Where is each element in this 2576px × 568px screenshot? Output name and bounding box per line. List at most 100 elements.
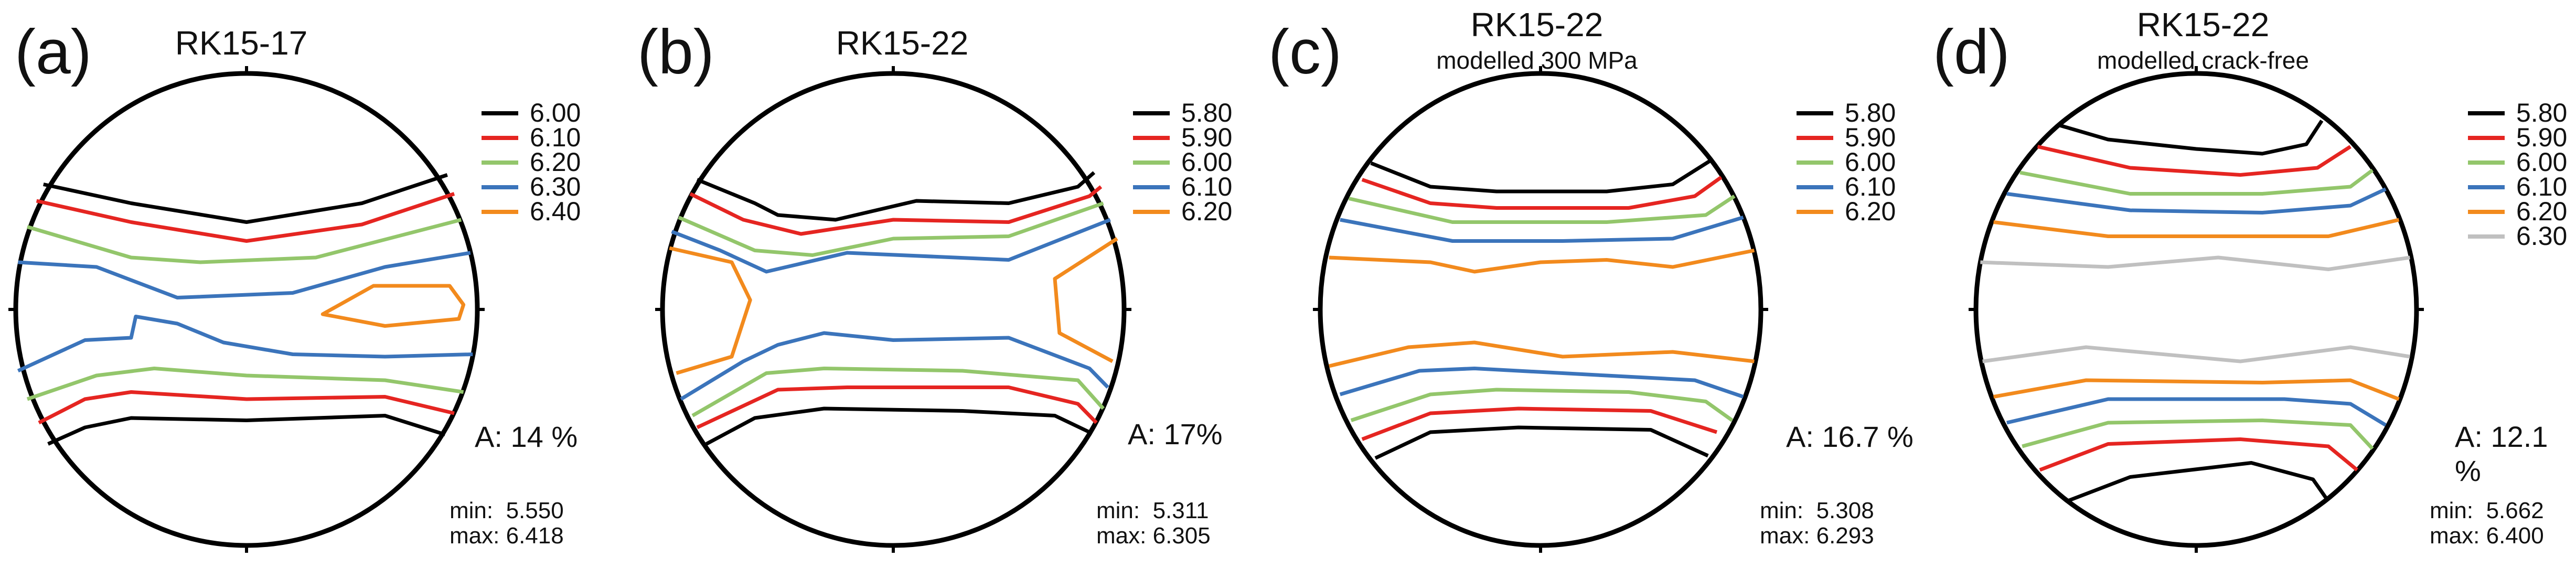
contour-a-6.00-0 (43, 173, 448, 224)
legend-item-b-0: 5.80 (1133, 98, 1233, 127)
legend-item-b-1: 5.90 (1133, 123, 1233, 152)
contour-a-6.40-4 (320, 284, 466, 328)
contour-d-6.30-5 (1980, 255, 2410, 271)
legend-swatch-a-1 (482, 135, 518, 140)
contour-c-5.80-9 (1374, 425, 1709, 460)
legend-label-d-5: 6.30 (2516, 221, 2568, 251)
legend-item-d-4: 6.20 (2468, 198, 2567, 224)
contour-a-6.30-5 (17, 315, 473, 373)
legend-item-b-4: 6.20 (1133, 198, 1232, 224)
legend-label-b-1: 5.90 (1181, 123, 1233, 152)
legend-item-d-3: 6.10 (2468, 172, 2568, 201)
legend-swatch-d-2 (2468, 160, 2505, 165)
legend-swatch-a-3 (482, 185, 518, 189)
legend-label-b-3: 6.10 (1181, 172, 1233, 201)
stereonet-d (1969, 66, 2424, 553)
legend-item-c-2: 6.00 (1797, 147, 1896, 177)
legend-label-b-0: 5.80 (1181, 98, 1233, 127)
legend-item-d-0: 5.80 (2468, 100, 2567, 126)
contour-a-6.00-8 (47, 414, 446, 446)
legend-swatch-d-1 (2468, 135, 2505, 140)
legend-swatch-b-2 (1133, 160, 1170, 165)
panel-title-d: RK15-22 (2136, 6, 2270, 44)
legend-item-c-0: 5.80 (1797, 100, 1896, 126)
legend-item-a-3: 6.30 (482, 174, 581, 200)
panel-subtitle-d: modelled crack-free (2097, 47, 2309, 74)
legend-item-a-2: 6.20 (482, 147, 581, 177)
contour-c-6.10-6 (1339, 367, 1744, 399)
contour-b-6.20-4 (669, 246, 752, 375)
max-label-c: max: (1760, 523, 1810, 549)
legend-c: 5.80 5.90 6.00 6.10 6.20 (1797, 100, 1896, 226)
max-label-a: max: (450, 523, 500, 549)
legend-label-c-1: 5.90 (1845, 123, 1896, 152)
legend-swatch-a-4 (482, 209, 518, 214)
contour-d-5.80-0 (2059, 120, 2324, 156)
contour-b-5.80-9 (705, 406, 1091, 446)
contour-d-6.10-3 (2006, 187, 2387, 215)
contour-a-6.10-7 (38, 390, 455, 425)
contour-d-6.10-8 (2006, 397, 2387, 427)
stereonet-outline-a (13, 71, 480, 548)
legend-swatch-c-1 (1797, 135, 1833, 140)
legend-item-d-1: 5.90 (2468, 124, 2567, 151)
panel-title-b: RK15-22 (836, 24, 969, 62)
stereonet-a (8, 66, 485, 553)
legend-label-a-0: 6.00 (530, 98, 581, 127)
contour-a-6.10-1 (36, 192, 455, 243)
legend-item-d-5: 6.30 (2468, 221, 2568, 251)
legend-swatch-c-3 (1797, 185, 1833, 189)
legend-item-c-1: 5.90 (1797, 123, 1896, 152)
legend-item-a-0: 6.00 (482, 98, 581, 127)
anisotropy-c: A: 16.7 % (1786, 420, 1914, 453)
legend-item-b-2: 6.00 (1133, 149, 1232, 175)
max-label-d: max: (2430, 523, 2480, 549)
legend-swatch-b-4 (1133, 209, 1170, 214)
contour-b-6.10-6 (680, 331, 1109, 401)
legend-swatch-b-0 (1133, 111, 1170, 115)
min-value-a: 5.550 (506, 498, 564, 523)
contour-b-6.00-7 (691, 367, 1105, 417)
contour-b-6.20-5 (1053, 237, 1118, 363)
legend-label-a-2: 6.20 (530, 147, 581, 177)
contour-d-6.20-4 (1993, 218, 2400, 238)
legend-item-c-4: 6.20 (1797, 197, 1896, 226)
contour-a-6.20-6 (26, 367, 464, 401)
legend-swatch-d-4 (2468, 209, 2505, 214)
anisotropy-d: A: 12.1 % (2455, 420, 2548, 487)
anisotropy-b: A: 17% (1128, 417, 1223, 451)
legend-swatch-d-5 (2468, 234, 2505, 239)
max-label-b: max: (1096, 523, 1147, 549)
legend-label-c-2: 6.00 (1845, 147, 1896, 177)
panel-subtitle-c: modelled 300 MPa (1436, 47, 1638, 74)
legend-swatch-a-2 (482, 160, 518, 165)
min-value-d: 5.662 (2486, 498, 2544, 523)
legend-label-d-2: 6.00 (2516, 147, 2568, 177)
contour-c-5.90-1 (1361, 176, 1723, 210)
min-label-d: min: (2430, 498, 2474, 523)
legend-label-a-4: 6.40 (530, 197, 581, 226)
legend-label-c-4: 6.20 (1845, 197, 1896, 226)
contour-d-6.20-7 (1993, 378, 2400, 401)
legend-item-c-3: 6.10 (1797, 174, 1896, 200)
legend-item-d-2: 6.00 (2468, 147, 2568, 177)
minmax-d: min: 5.662 max: 6.400 (2430, 498, 2544, 549)
contour-c-6.00-2 (1348, 195, 1736, 224)
stereonet-outline-d (1973, 71, 2419, 548)
contour-d-5.80-11 (2068, 461, 2328, 502)
legend-swatch-c-0 (1797, 111, 1833, 115)
legend-label-d-3: 6.10 (2516, 172, 2568, 201)
anisotropy-a: A: 14 % (475, 420, 578, 453)
stereonet-c (1313, 66, 1768, 553)
minmax-a: min: 5.550 max: 6.418 (450, 498, 564, 549)
contour-c-6.00-7 (1350, 388, 1734, 422)
max-value-a: 6.418 (506, 523, 564, 549)
minmax-c: min: 5.308 max: 6.293 (1760, 498, 1874, 549)
min-value-b: 5.311 (1152, 498, 1209, 523)
legend-swatch-b-3 (1133, 185, 1170, 189)
max-value-b: 6.305 (1152, 523, 1211, 549)
min-value-c: 5.308 (1816, 498, 1874, 523)
legend-item-a-4: 6.40 (482, 197, 581, 226)
legend-d: 5.80 5.90 6.00 6.10 6.20 6.30 (2468, 100, 2568, 251)
